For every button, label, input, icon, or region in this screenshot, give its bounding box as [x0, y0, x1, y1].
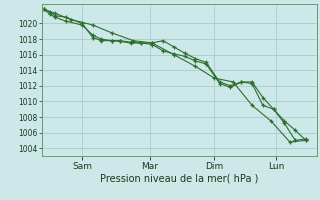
X-axis label: Pression niveau de la mer( hPa ): Pression niveau de la mer( hPa ) — [100, 173, 258, 183]
